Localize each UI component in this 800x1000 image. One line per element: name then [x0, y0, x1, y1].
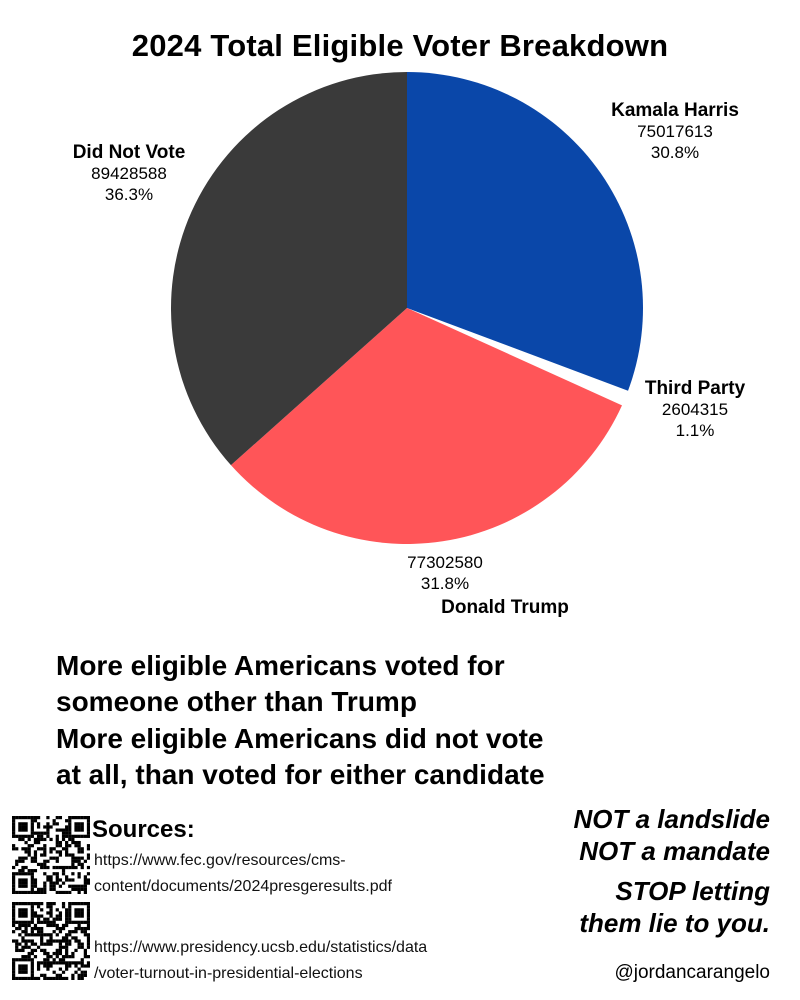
label-percent: 31.8% [420, 573, 470, 593]
label-value: 77302580 [407, 553, 483, 572]
label-donald-trump-name: Donald Trump [410, 596, 600, 619]
label-value: 89428588 [91, 164, 167, 184]
pie-slice-kamala-harris [407, 72, 643, 391]
label-kamala-harris: Kamala Harris 75017613 30.8% [590, 99, 760, 164]
headline-line: someone other than Trump [56, 686, 417, 718]
label-name: Did Not Vote [72, 142, 186, 163]
label-did-not-vote: Did Not Vote 89428588 36.3% [44, 141, 214, 206]
label-value: 2604315 [661, 400, 729, 420]
source-link-ucsb[interactable]: https://www.presidency.ucsb.edu/statisti… [94, 935, 427, 986]
tagline-line: STOP letting [615, 876, 770, 906]
label-percent: 36.3% [104, 184, 154, 204]
label-name: Kamala Harris [611, 100, 739, 121]
pie-slice-donald-trump [230, 308, 622, 545]
label-percent: 1.1% [675, 420, 715, 440]
source-link-line: content/documents/2024presgeresults.pdf [94, 877, 392, 895]
source-link-line: https://www.presidency.ucsb.edu/statisti… [94, 939, 428, 956]
headline-line: More eligible Americans voted for [56, 650, 505, 681]
headline-line: More eligible Americans did not vote [56, 722, 544, 754]
sources-heading: Sources: [92, 816, 195, 843]
tagline-line: NOT a mandate [579, 835, 770, 866]
tagline-line: them lie to you. [579, 907, 770, 938]
qr-code-icon [12, 902, 90, 980]
pie-chart [170, 72, 643, 545]
tagline-bottom: STOP letting them lie to you. [579, 876, 770, 939]
label-name: Third Party [644, 378, 746, 399]
headline-line: at all, than voted for either candidate [56, 759, 545, 791]
pie-slice-third-party [418, 312, 640, 410]
source-link-line: https://www.fec.gov/resources/cms- [94, 852, 346, 869]
tagline-line: NOT a landslide [573, 804, 771, 834]
label-value: 75017613 [637, 122, 713, 142]
label-donald-trump: 77302580 31.8% [360, 553, 530, 594]
author-handle: @jordancarangelo [614, 962, 770, 983]
chart-title: 2024 Total Eligible Voter Breakdown [131, 28, 669, 63]
source-link-fec[interactable]: https://www.fec.gov/resources/cms- conte… [94, 848, 392, 899]
pie-slice-did-not-vote [170, 72, 407, 466]
label-percent: 30.8% [650, 142, 700, 162]
qr-code-icon [12, 816, 90, 894]
label-name: Donald Trump [441, 597, 569, 618]
label-third-party: Third Party 2604315 1.1% [615, 377, 775, 442]
source-link-line: /voter-turnout-in-presidential-elections [94, 964, 363, 982]
tagline-top: NOT a landslide NOT a mandate [574, 804, 771, 867]
headline: More eligible Americans voted for someon… [56, 648, 756, 794]
